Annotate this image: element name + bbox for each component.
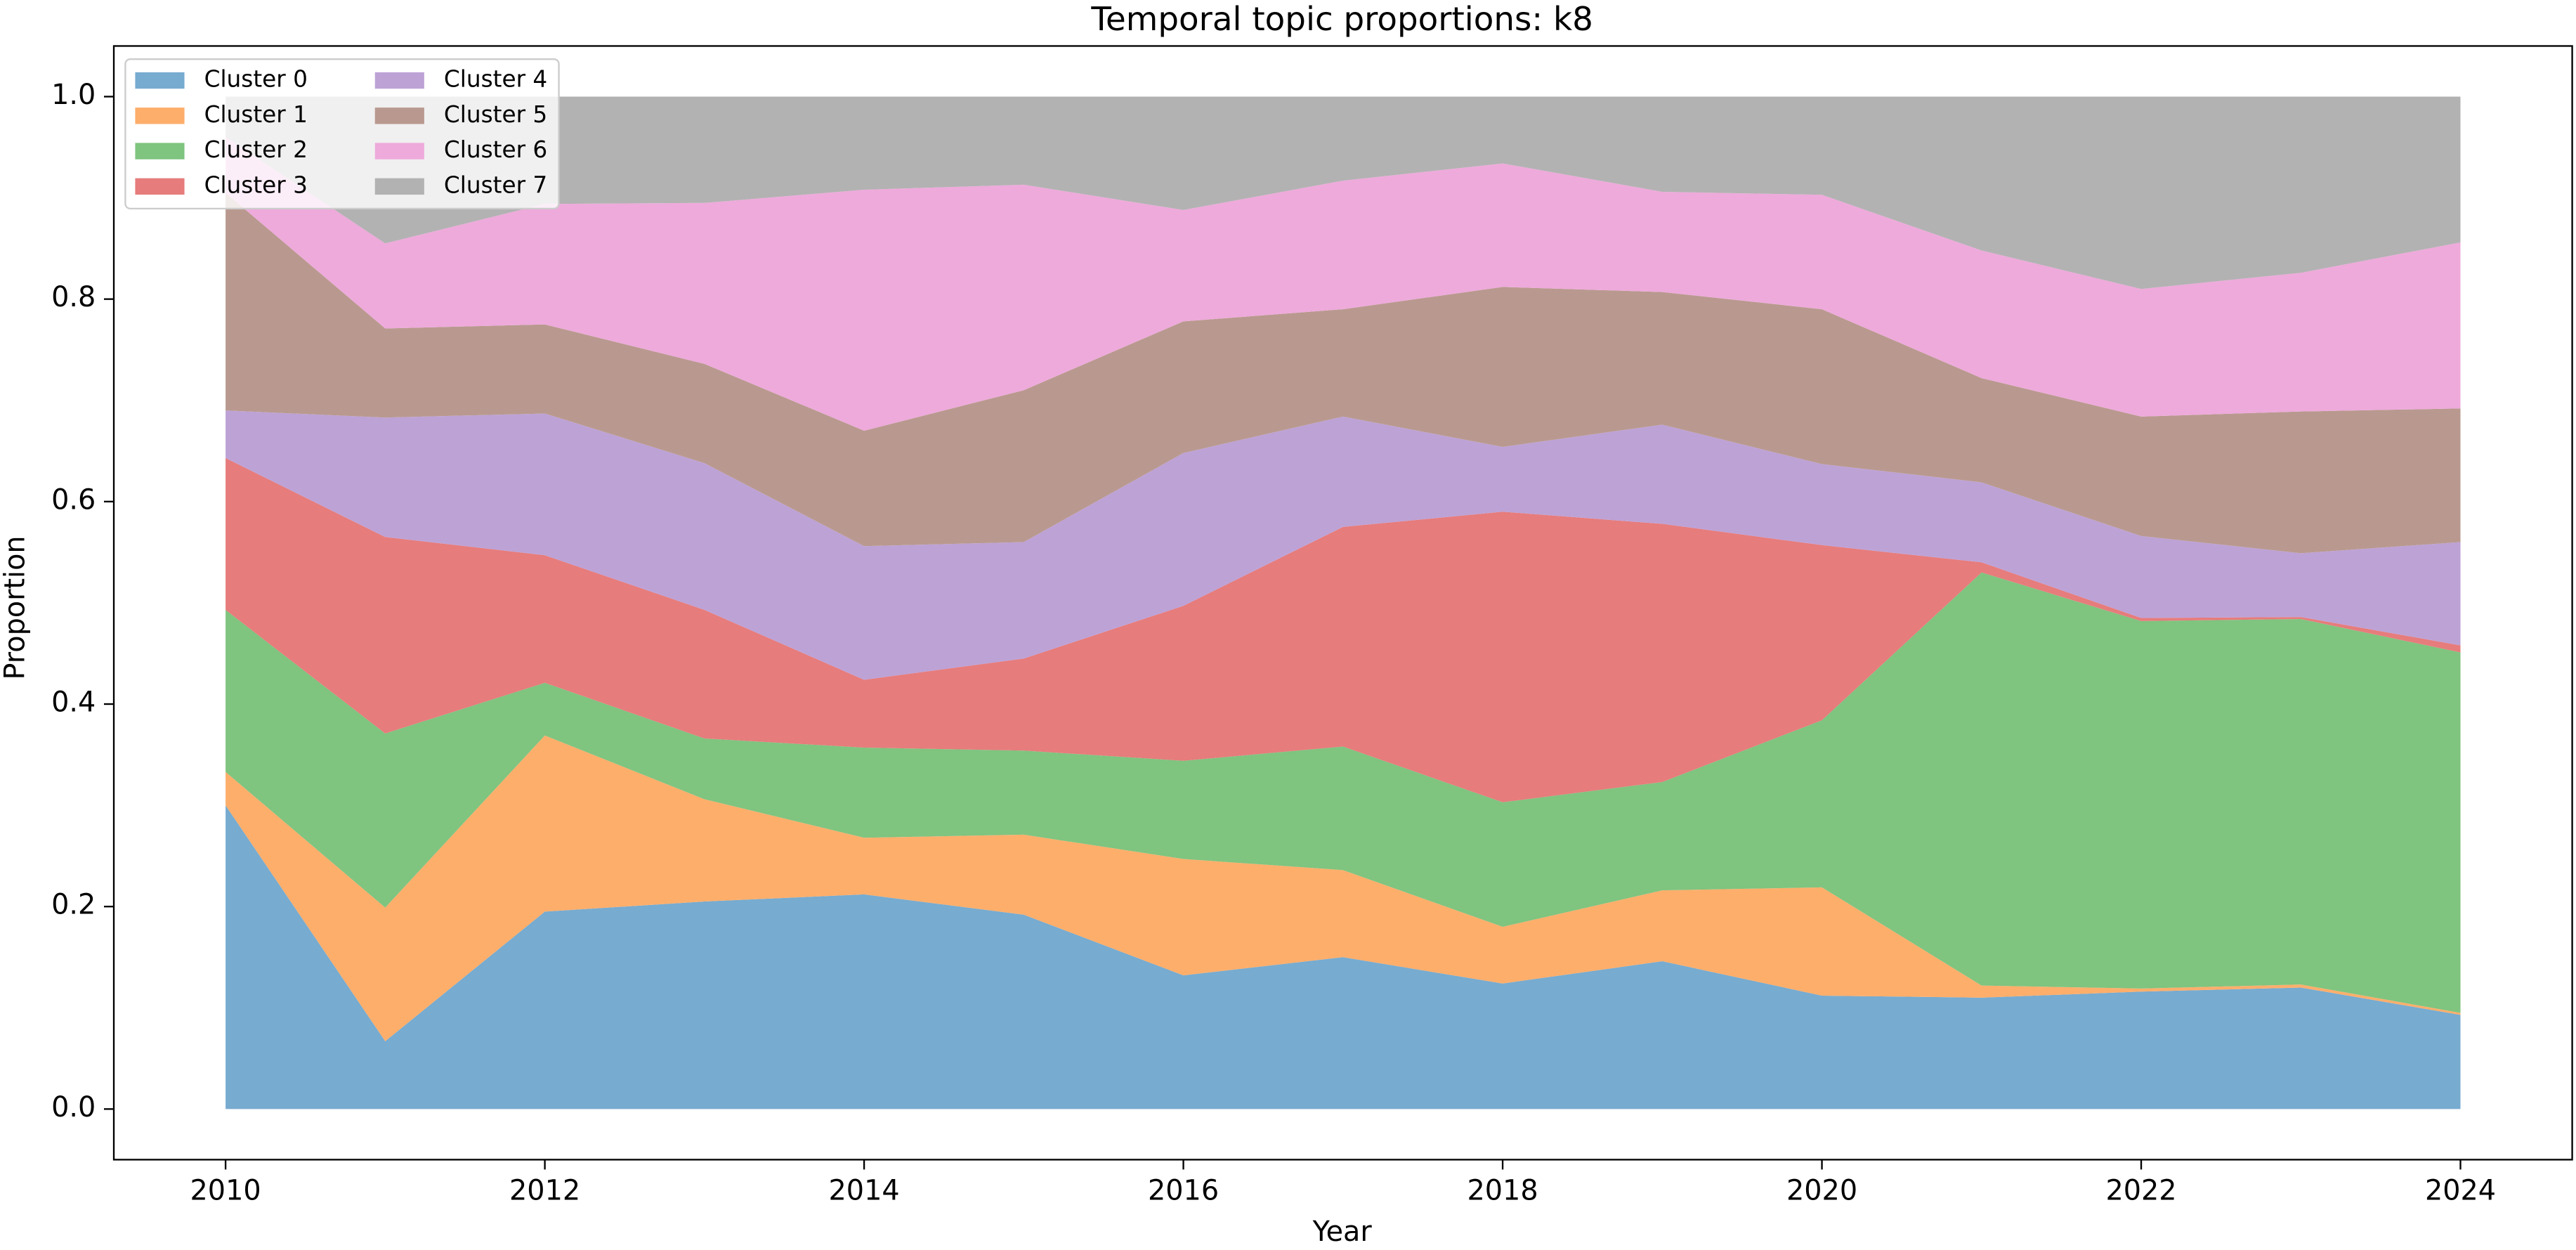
area [225,193,2461,554]
y-tick-label: 0.0 [51,1091,96,1124]
area [225,735,2461,1041]
x-tick-label: 2020 [1786,1175,1857,1207]
x-tick-label: 2012 [509,1175,580,1207]
x-tick-label: 2010 [190,1175,261,1207]
area [225,410,2461,680]
area [225,96,2461,289]
plot-area [225,96,2461,1109]
area [225,572,2461,1013]
legend-box [124,58,560,210]
legend-label: Cluster 0 [204,66,308,93]
chart-title: Temporal topic proportions: k8 [1090,1,1593,39]
x-axis-label: Year [1312,1216,1373,1248]
legend-label: Cluster 2 [204,136,308,163]
area [225,137,2461,431]
legend-label: Cluster 3 [204,171,308,198]
plot-frame [112,45,2573,1161]
x-tick-label: 2016 [1148,1175,1219,1207]
y-tick-label: 0.6 [51,483,96,516]
legend-label: Cluster 1 [204,101,308,128]
legend-label: Cluster 6 [444,136,547,163]
x-tick-label: 2024 [2425,1175,2496,1207]
x-tick-label: 2022 [2105,1175,2176,1207]
legend-swatch [135,143,185,159]
legend-swatch [374,72,424,89]
legend-swatch [135,108,185,124]
y-tick-label: 1.0 [51,79,96,111]
legend-label: Cluster 7 [444,171,547,198]
y-tick-label: 0.8 [51,281,96,313]
y-tick-label: 0.4 [51,686,96,719]
legend-swatch [374,178,424,195]
legend-swatch [135,178,185,195]
legend-swatch [374,108,424,124]
legend: Cluster 0 Cluster 1 Cluster 2 Cluster 3 Clus… [124,58,560,210]
legend-label: Cluster 5 [444,101,547,128]
area [225,457,2461,802]
legend-label: Cluster 4 [444,66,547,93]
y-tick-label: 0.2 [51,889,96,921]
y-axis-label: Proportion [0,535,32,679]
legend-swatch [135,72,185,89]
x-tick-label: 2018 [1467,1175,1538,1207]
legend-swatch [374,143,424,159]
x-tick-label: 2014 [829,1175,900,1207]
